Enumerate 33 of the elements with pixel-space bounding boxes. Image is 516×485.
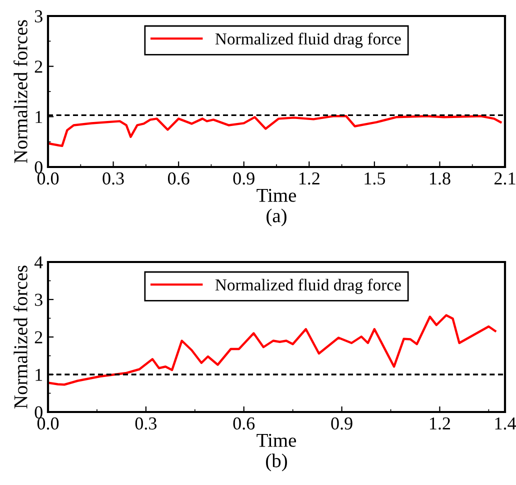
line-series — [48, 115, 502, 147]
x-axis-title: Time — [256, 188, 296, 202]
y-axis-title: Normalized forces — [14, 20, 28, 164]
x-tick-label: 1.4 — [495, 417, 516, 430]
y-tick-label: 1 — [36, 368, 42, 381]
x-tick-label: 1.2 — [430, 417, 450, 430]
y-tick-label: 3 — [34, 294, 42, 306]
text: (b) — [266, 454, 287, 472]
legend-label: Normalized fluid drag force — [215, 32, 401, 48]
y-tick-label: 1 — [36, 111, 42, 123]
y-tick-label: 4 — [34, 256, 43, 268]
y-tick-label: 2 — [34, 60, 42, 73]
y-tick-label: 2 — [34, 331, 42, 344]
text: (a) — [266, 208, 286, 226]
x-tick-label: 1.8 — [430, 172, 450, 185]
y-axis-title: Normalized forces — [14, 266, 28, 409]
x-tick-label: 0.6 — [168, 172, 190, 185]
x-axis-title: Time — [256, 434, 296, 447]
y-tick-label: 0 — [34, 406, 42, 418]
x-tick-label: 0.9 — [331, 417, 352, 430]
y-tick-label: 0 — [34, 161, 42, 174]
x-tick-label: 0.9 — [233, 172, 254, 185]
line-series — [48, 314, 496, 386]
x-tick-label: 1.2 — [299, 172, 320, 185]
x-tick-label: 1.5 — [364, 172, 386, 185]
y-tick-label: 3 — [34, 10, 42, 22]
x-tick-label: 0.6 — [233, 417, 255, 430]
x-tick-label: 0.0 — [37, 417, 59, 430]
x-tick-label: 2.1 — [494, 172, 516, 185]
x-tick-label: 0.3 — [102, 172, 124, 185]
legend-label: Normalized fluid drag force — [215, 278, 401, 294]
x-tick-label: 0.3 — [135, 417, 157, 430]
x-tick-label: 0.0 — [37, 172, 59, 185]
